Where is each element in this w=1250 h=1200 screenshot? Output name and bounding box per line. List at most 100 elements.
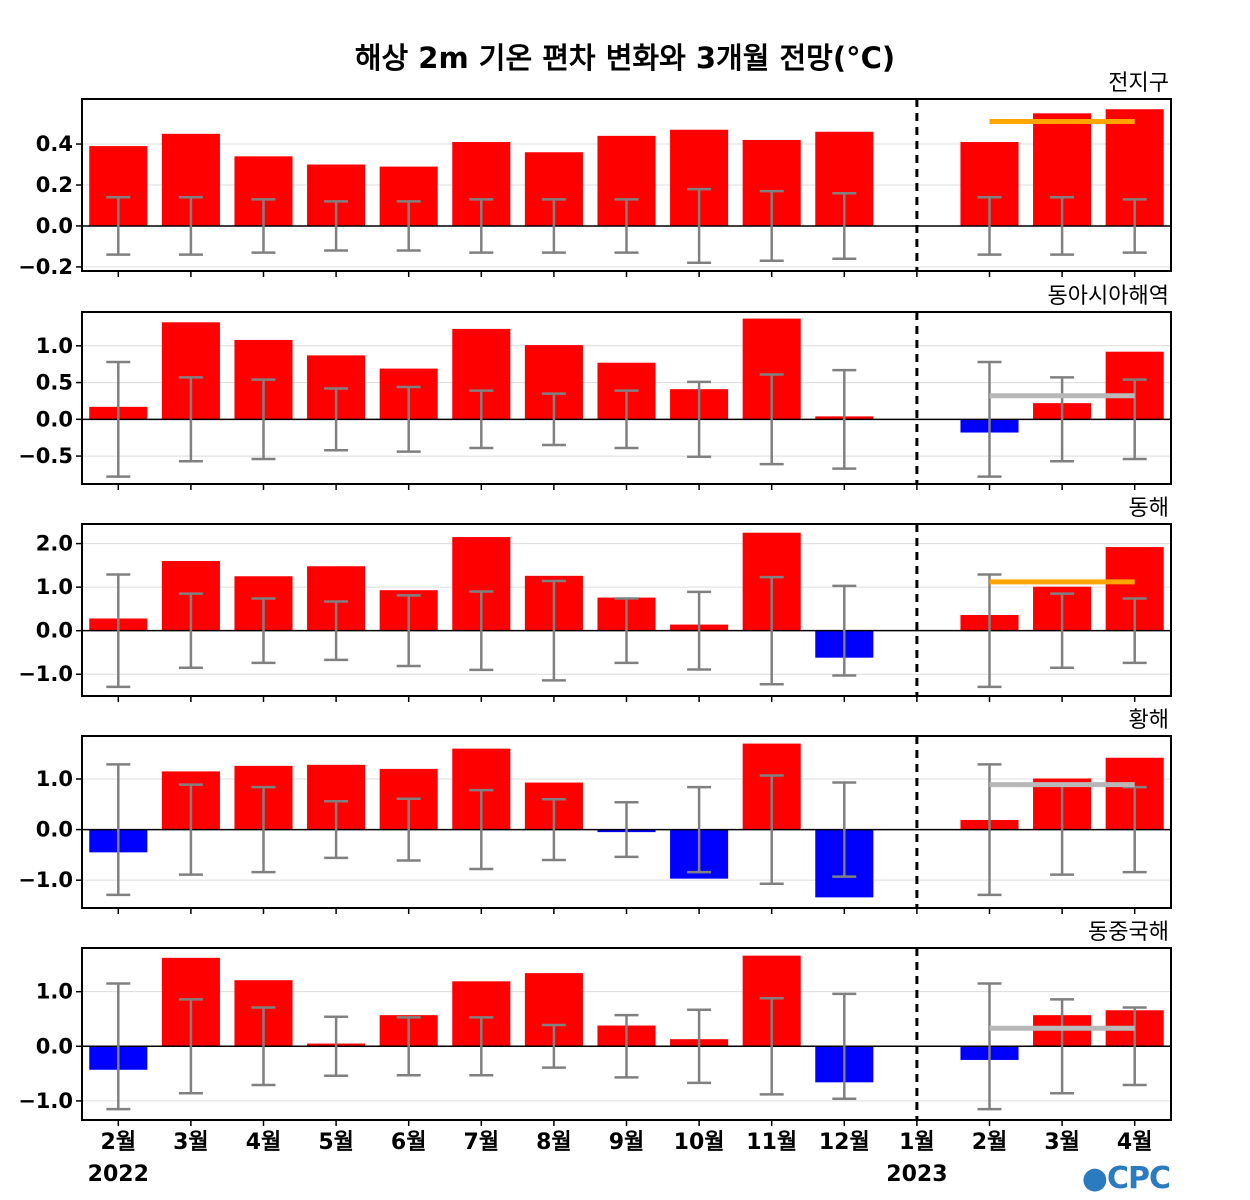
month-label: 1월 (899, 1130, 935, 1155)
error-bar (324, 200, 349, 252)
error-bar (541, 392, 566, 447)
y-tick-label: 1.0 (36, 575, 73, 599)
error-bar (759, 575, 784, 686)
error-bar (1122, 597, 1147, 665)
error-bar (324, 600, 349, 662)
error-bar (178, 376, 203, 463)
error-bar (614, 597, 639, 665)
panel-3: 동해 −1.0 0.0 1.0 2.0 (18, 496, 1172, 702)
y-tick-label: 0.0 (36, 619, 73, 643)
error-bar (324, 1015, 349, 1078)
panel-2: 동아시아해역 −0.5 0.0 0.5 1.0 (18, 284, 1172, 490)
error-bar (832, 992, 857, 1100)
error-bar (759, 996, 784, 1096)
y-tick-label: 0.0 (36, 407, 73, 431)
error-bar (687, 380, 712, 459)
month-label: 11월 (746, 1130, 797, 1155)
panel-title: 동해 (1129, 496, 1169, 521)
cpc-logo: ●CPC (1082, 1161, 1170, 1196)
month-label: 3월 (173, 1130, 209, 1155)
error-bar (396, 797, 421, 862)
y-tick-label: −0.2 (18, 255, 73, 279)
error-bar (251, 785, 276, 874)
month-label: 8월 (536, 1130, 572, 1155)
y-tick-label: −1.0 (18, 662, 73, 686)
panel-5: 동중국해 −1.0 0.0 1.0 (18, 920, 1172, 1126)
error-bar (106, 360, 131, 478)
error-bar (541, 198, 566, 254)
error-bar (759, 189, 784, 263)
year-label-2023: 2023 (886, 1162, 947, 1187)
error-bar (178, 196, 203, 256)
error-bar (977, 360, 1002, 478)
error-bar (832, 584, 857, 677)
error-bar (541, 579, 566, 682)
error-bar (687, 590, 712, 671)
error-bar (106, 763, 131, 897)
error-bar (396, 594, 421, 668)
y-tick-label: −1.0 (18, 868, 73, 892)
error-bar (178, 592, 203, 669)
month-label: 2월 (101, 1130, 137, 1155)
error-bar (687, 1008, 712, 1085)
panel-frame (81, 311, 1172, 485)
error-bar (469, 590, 494, 672)
y-tick-label: 1.0 (36, 980, 73, 1004)
error-bar (832, 191, 857, 260)
error-bar (832, 368, 857, 470)
error-bar (178, 998, 203, 1095)
chart-title: 해상 2m 기온 편차 변화와 3개월 전망(°C) (355, 41, 895, 75)
error-bar (469, 788, 494, 871)
y-tick-label: 1.0 (36, 334, 73, 358)
error-bar (178, 783, 203, 876)
month-label: 6월 (391, 1130, 427, 1155)
error-bar (251, 1006, 276, 1087)
panels: 전지구 −0.2 0.0 0.2 0.4 동아시아해역 −0.5 0.0 0.5 1.0 동해 −1.… (18, 71, 1172, 1126)
panel-title: 동아시아해역 (1048, 284, 1169, 309)
panel-title: 전지구 (1108, 71, 1169, 96)
error-bar (1122, 785, 1147, 874)
panel-frame (81, 98, 1172, 272)
month-label: 3월 (1044, 1130, 1080, 1155)
error-bar (324, 800, 349, 860)
error-bar (614, 801, 639, 859)
error-bar (759, 774, 784, 885)
month-label: 2월 (972, 1130, 1008, 1155)
panel-title: 동중국해 (1088, 920, 1169, 945)
error-bar (977, 573, 1002, 689)
y-tick-label: 1.0 (36, 767, 73, 791)
y-tick-label: 0.2 (36, 173, 73, 197)
error-bar (1050, 376, 1075, 463)
error-bar (469, 198, 494, 254)
x-axis: 2월 3월 4월 5월 6월 7월 8월 9월 10월 11월 12월 1월 2월 3월 4월 2022 202… (88, 1130, 1153, 1187)
error-bar (759, 373, 784, 466)
error-bar (251, 378, 276, 461)
error-bar (106, 573, 131, 689)
error-bar (106, 982, 131, 1111)
y-tick-label: 2.0 (36, 532, 73, 556)
y-tick-label: 0.0 (36, 818, 73, 842)
error-bar (1050, 196, 1075, 256)
error-bar (469, 1016, 494, 1077)
panel-4: 황해 −1.0 0.0 1.0 (18, 708, 1172, 914)
error-bar (541, 797, 566, 862)
error-bar (541, 1023, 566, 1069)
error-bar (251, 198, 276, 254)
month-label: 4월 (246, 1130, 282, 1155)
error-bar (687, 785, 712, 874)
error-bar (687, 187, 712, 265)
error-bar (106, 196, 131, 256)
error-bar (1122, 198, 1147, 254)
error-bar (396, 1016, 421, 1077)
month-label: 12월 (819, 1130, 870, 1155)
error-bar (614, 1013, 639, 1079)
year-label-2022: 2022 (88, 1162, 149, 1187)
error-bar (832, 781, 857, 878)
panel-1: 전지구 −0.2 0.0 0.2 0.4 (18, 71, 1172, 279)
error-bar (977, 196, 1002, 256)
error-bar (324, 387, 349, 452)
logo-text: CPC (1107, 1161, 1170, 1196)
error-bar (977, 982, 1002, 1111)
month-label: 9월 (609, 1130, 645, 1155)
error-bar (1050, 592, 1075, 669)
